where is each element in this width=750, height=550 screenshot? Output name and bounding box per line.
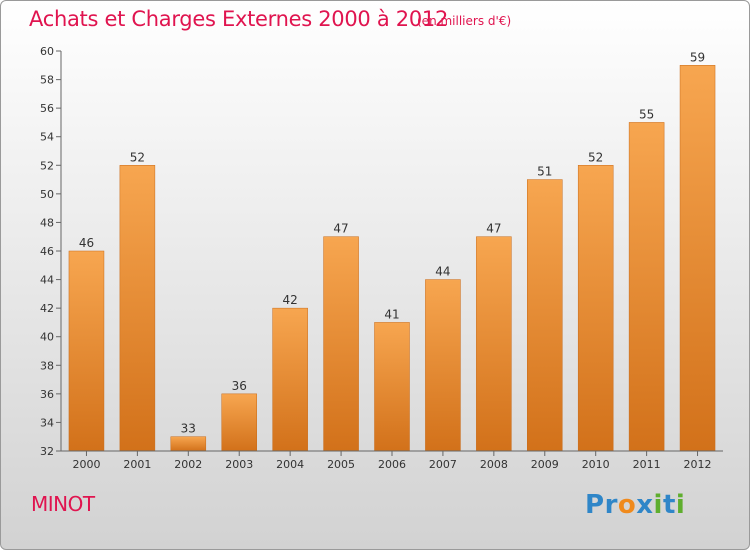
logo-letter: x bbox=[636, 490, 654, 520]
bars-group bbox=[68, 65, 716, 452]
data-label: 36 bbox=[232, 379, 247, 393]
bar-2009 bbox=[527, 179, 563, 452]
y-tick-label: 50 bbox=[40, 188, 54, 201]
data-label: 41 bbox=[384, 307, 399, 321]
bar-2001 bbox=[119, 165, 156, 452]
x-tick-label: 2005 bbox=[327, 458, 355, 471]
y-ticks-group: 32 34 36 38 40 42 44 46 48 50 52 54 56 58 60 bbox=[40, 45, 61, 458]
logo-letter: P bbox=[585, 490, 605, 520]
data-labels-group: 46 52 33 36 42 47 41 44 47 51 52 55 59 bbox=[79, 50, 705, 435]
y-tick-label: 48 bbox=[40, 216, 54, 229]
chart-title: Achats et Charges Externes 2000 à 2012 bbox=[29, 7, 449, 31]
bar-2007 bbox=[425, 279, 461, 452]
x-tick-label: 2006 bbox=[378, 458, 406, 471]
x-tick-label: 2011 bbox=[633, 458, 661, 471]
y-tick-label: 34 bbox=[40, 416, 54, 429]
logo-letter: t bbox=[662, 490, 676, 520]
x-tick-label: 2001 bbox=[123, 458, 151, 471]
y-tick-label: 46 bbox=[40, 245, 54, 258]
x-tick-label: 2010 bbox=[582, 458, 610, 471]
logo-letter: i bbox=[653, 490, 663, 520]
bar-2012 bbox=[679, 65, 716, 452]
x-ticks-group: 2000 2001 2002 2003 2004 2005 2006 2007 2008 2009… bbox=[72, 451, 712, 471]
data-label: 55 bbox=[639, 107, 654, 121]
x-tick-label: 2000 bbox=[72, 458, 100, 471]
data-label: 47 bbox=[333, 222, 348, 236]
bar-2002 bbox=[170, 436, 207, 452]
x-tick-label: 2003 bbox=[225, 458, 253, 471]
logo-letter: i bbox=[675, 490, 686, 520]
x-tick-label: 2012 bbox=[684, 458, 712, 471]
proxiti-logo[interactable]: Proxiti bbox=[585, 490, 685, 520]
y-tick-label: 36 bbox=[40, 388, 54, 401]
bar-2011 bbox=[628, 122, 665, 452]
data-label: 51 bbox=[537, 165, 552, 179]
bar-2004 bbox=[272, 307, 308, 452]
data-label: 46 bbox=[79, 236, 94, 250]
y-tick-label: 58 bbox=[40, 74, 54, 87]
data-label: 47 bbox=[486, 222, 501, 236]
y-tick-label: 40 bbox=[40, 331, 54, 344]
data-label: 42 bbox=[283, 293, 298, 307]
logo-letter: r bbox=[604, 490, 618, 520]
bar-2006 bbox=[374, 322, 410, 452]
y-tick-label: 52 bbox=[40, 159, 54, 172]
bar-2008 bbox=[476, 236, 512, 452]
logo-letter: o bbox=[617, 490, 637, 520]
data-label: 33 bbox=[181, 422, 196, 436]
y-tick-label: 44 bbox=[40, 274, 54, 287]
bar-2010 bbox=[577, 165, 614, 452]
y-tick-label: 54 bbox=[40, 131, 54, 144]
chart-unit: (en milliers d'€) bbox=[417, 14, 512, 28]
y-tick-label: 60 bbox=[40, 45, 54, 58]
bar-2003 bbox=[221, 393, 257, 452]
y-tick-label: 56 bbox=[40, 102, 54, 115]
commune-name: MINOT bbox=[31, 492, 95, 516]
x-tick-label: 2002 bbox=[174, 458, 202, 471]
data-label: 44 bbox=[435, 265, 450, 279]
x-tick-label: 2007 bbox=[429, 458, 457, 471]
data-label: 52 bbox=[588, 150, 603, 164]
data-label: 59 bbox=[690, 50, 705, 64]
bar-2005 bbox=[323, 236, 359, 452]
y-tick-label: 38 bbox=[40, 359, 54, 372]
x-tick-label: 2008 bbox=[480, 458, 508, 471]
bar-2000 bbox=[68, 250, 105, 452]
x-tick-label: 2004 bbox=[276, 458, 304, 471]
y-tick-label: 32 bbox=[40, 445, 54, 458]
data-label: 52 bbox=[130, 150, 145, 164]
y-tick-label: 42 bbox=[40, 302, 54, 315]
x-tick-label: 2009 bbox=[531, 458, 559, 471]
